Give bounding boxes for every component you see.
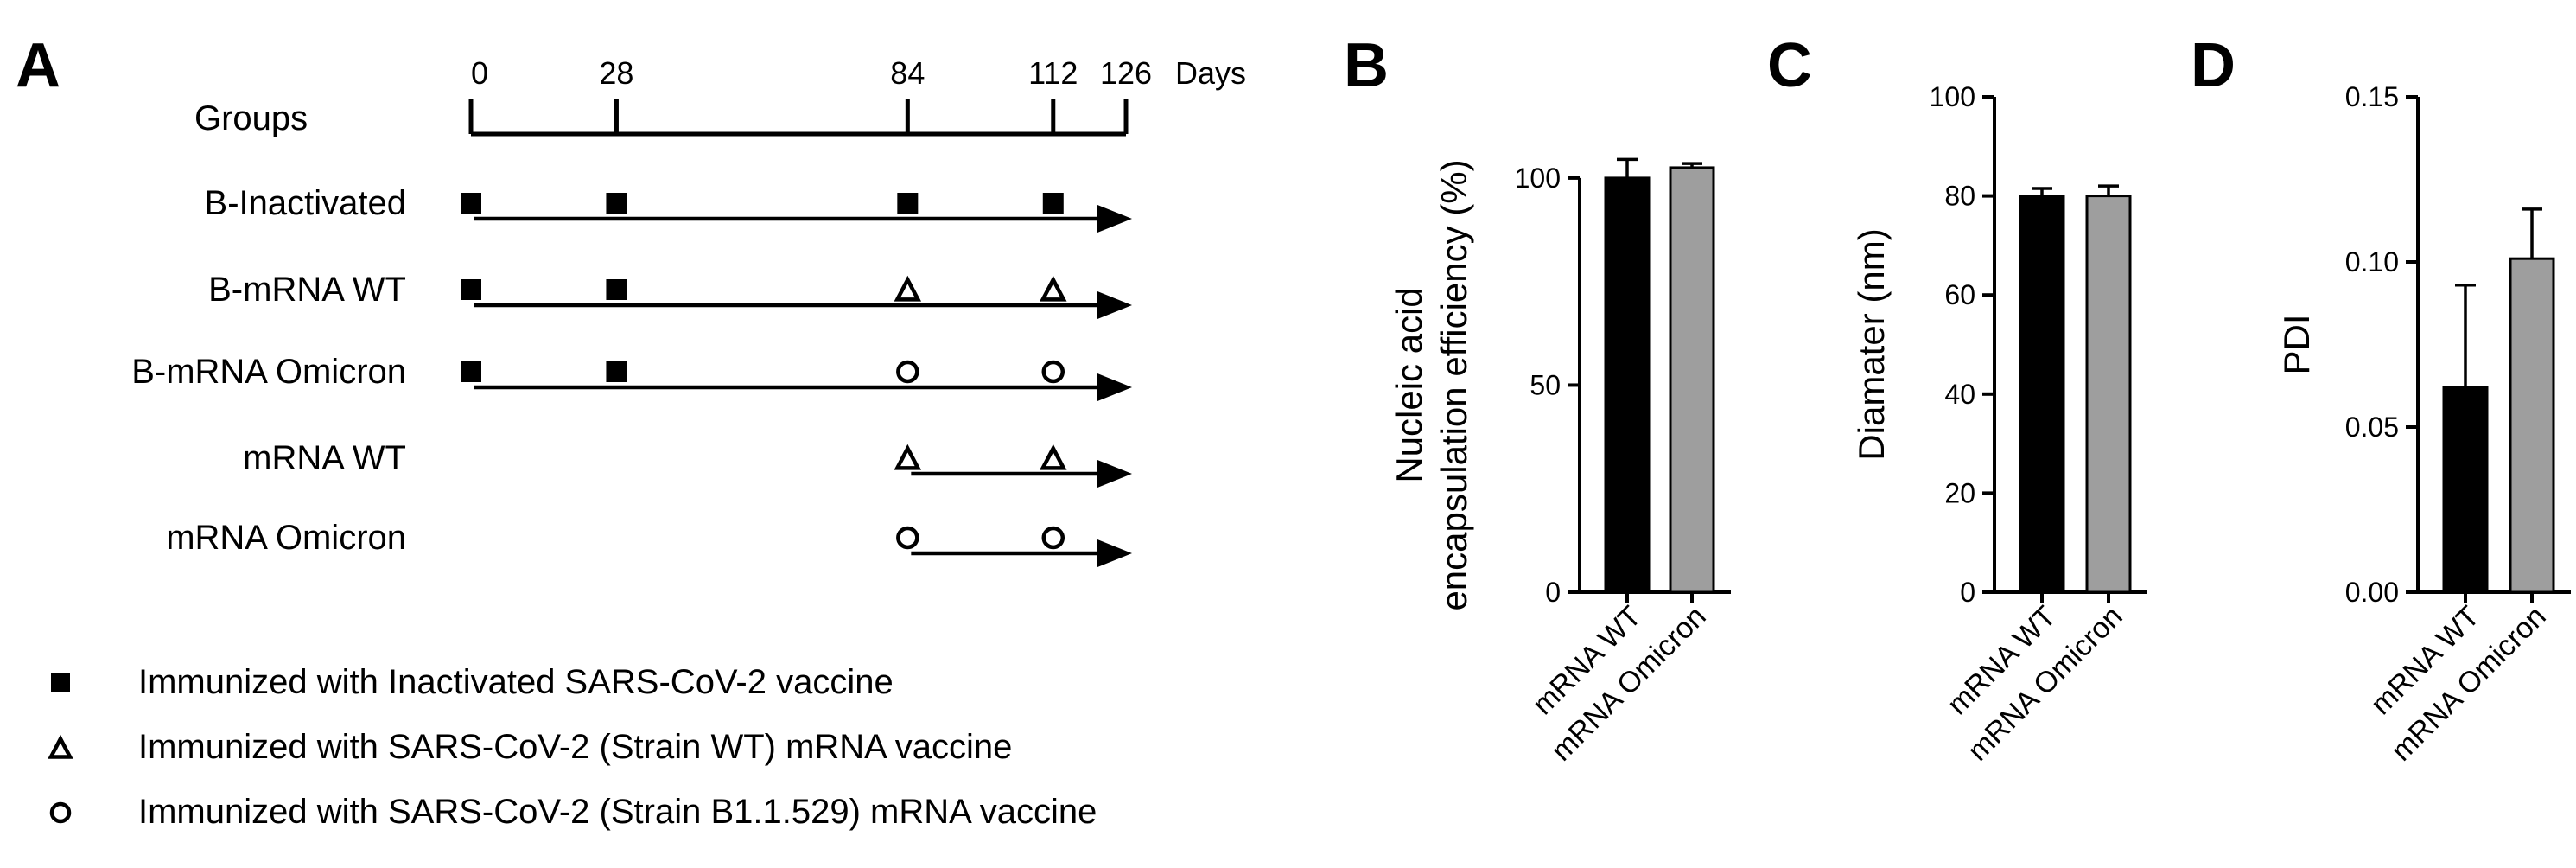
y-tick-label: 0.05 xyxy=(2345,412,2399,443)
timeline-rows: B-Inactivated B-mRNA WT B-mRNA Omicron mRNA… xyxy=(131,184,1132,567)
legend-label: Immunized with SARS-CoV-2 (Strain B1.1.5… xyxy=(138,793,1097,831)
panel-letter-d: D xyxy=(2191,31,2236,100)
group-label: B-mRNA Omicron xyxy=(131,353,406,391)
panel-letter-c: C xyxy=(1767,31,1812,100)
circle-marker xyxy=(1041,360,1065,384)
y-axis-label: PDI xyxy=(2276,314,2317,374)
group-label: B-Inactivated xyxy=(205,184,406,222)
timeline-row: mRNA WT xyxy=(243,439,1132,488)
square-marker xyxy=(606,361,627,382)
y-tick-label: 100 xyxy=(1515,163,1561,194)
timeline-day-label: 0 xyxy=(471,55,488,91)
bar-mrna-omicron xyxy=(2085,195,2132,594)
timeline-legend: Immunized with Inactivated SARS-CoV-2 va… xyxy=(48,663,1097,831)
panel-letter-a: A xyxy=(16,31,60,100)
square-marker xyxy=(606,193,627,214)
legend-item: Immunized with Inactivated SARS-CoV-2 va… xyxy=(51,663,894,701)
timeline-day-label: 28 xyxy=(599,55,633,91)
timeline-day-label: 126 xyxy=(1100,55,1152,91)
timeline-row: B-Inactivated xyxy=(205,184,1132,233)
y-tick-label: 0.00 xyxy=(2345,577,2399,608)
groups-header: Groups xyxy=(194,99,308,137)
square-marker xyxy=(461,361,481,382)
circle-marker xyxy=(49,801,72,824)
square-marker xyxy=(461,279,481,300)
y-tick-label: 0.15 xyxy=(2345,81,2399,112)
legend-item: Immunized with SARS-CoV-2 (Strain B1.1.5… xyxy=(49,793,1097,831)
square-marker xyxy=(461,193,481,214)
legend-item: Immunized with SARS-CoV-2 (Strain WT) mR… xyxy=(48,728,1012,766)
timeline-row: B-mRNA WT xyxy=(208,271,1132,319)
y-tick-label: 40 xyxy=(1944,379,1975,410)
group-label: mRNA WT xyxy=(243,439,406,477)
triangle-marker xyxy=(48,734,73,759)
bar-mrna-omicron xyxy=(2509,257,2555,594)
vaccination-timeline: Groups Days 0 28 84 112 126 B-Inactivated B-m… xyxy=(48,55,1246,831)
y-tick-label: 0.10 xyxy=(2345,246,2399,278)
square-marker xyxy=(897,193,919,214)
timeline-row: B-mRNA Omicron xyxy=(131,353,1132,401)
y-tick-label: 100 xyxy=(1930,81,1975,112)
arrowhead xyxy=(1097,460,1132,488)
bar-mrna-omicron xyxy=(1669,166,1715,594)
timeline-day-label: 112 xyxy=(1028,55,1078,91)
bar-mrna-wt xyxy=(2019,195,2065,594)
panel-letter-b: B xyxy=(1344,31,1389,100)
y-axis-label: Nucleic acid xyxy=(1389,287,1429,482)
square-marker xyxy=(51,673,70,692)
circle-marker xyxy=(1041,526,1065,550)
legend-label: Immunized with Inactivated SARS-CoV-2 va… xyxy=(138,663,894,701)
y-tick-label: 50 xyxy=(1530,369,1561,400)
triangle-marker xyxy=(894,444,922,470)
triangle-marker xyxy=(1040,444,1067,470)
timeline-row: mRNA Omicron xyxy=(166,519,1132,567)
y-tick-label: 80 xyxy=(1944,181,1975,212)
group-label: mRNA Omicron xyxy=(166,519,406,557)
y-tick-label: 20 xyxy=(1944,477,1975,508)
bar-mrna-wt xyxy=(1604,176,1651,594)
legend-label: Immunized with SARS-CoV-2 (Strain WT) mR… xyxy=(138,728,1012,766)
y-tick-label: 0 xyxy=(1960,577,1975,608)
square-marker xyxy=(1042,193,1064,214)
triangle-marker xyxy=(1040,275,1067,302)
circle-marker xyxy=(896,526,919,550)
y-axis-label: encapsulation efficiency (%) xyxy=(1434,159,1474,610)
triangle-marker xyxy=(894,275,922,302)
bar-mrna-wt xyxy=(2442,386,2489,594)
arrowhead xyxy=(1097,205,1132,233)
y-tick-label: 0 xyxy=(1545,577,1561,608)
group-label: B-mRNA WT xyxy=(208,271,406,309)
days-unit-label: Days xyxy=(1175,55,1246,91)
arrowhead xyxy=(1097,539,1132,567)
circle-marker xyxy=(896,360,919,384)
y-tick-label: 60 xyxy=(1944,279,1975,310)
timeline-day-label: 84 xyxy=(890,55,925,91)
timeline-axis: 0 28 84 112 126 xyxy=(468,55,1152,137)
arrowhead xyxy=(1097,291,1132,319)
y-axis-label: Diamater (nm) xyxy=(1851,228,1892,460)
arrowhead xyxy=(1097,373,1132,401)
square-marker xyxy=(606,279,627,300)
